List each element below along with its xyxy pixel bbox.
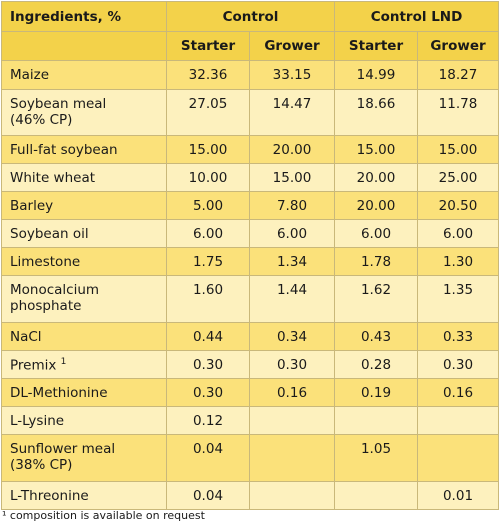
ingredient-name: Limestone bbox=[1, 247, 167, 276]
table-row: Soybean oil 6.00 6.00 6.00 6.00 bbox=[1, 219, 499, 248]
ingredient-name: L-Lysine bbox=[1, 406, 167, 435]
ingredient-name: Monocalcium phosphate bbox=[1, 275, 167, 323]
table-row: L-Lysine 0.12 bbox=[1, 406, 499, 435]
value-cell: 18.66 bbox=[334, 89, 418, 136]
subheader-row: Starter Grower Starter Grower bbox=[1, 31, 499, 61]
table-row: White wheat 10.00 15.00 20.00 25.00 bbox=[1, 163, 499, 192]
table-row: Limestone 1.75 1.34 1.78 1.30 bbox=[1, 247, 499, 276]
lnd-starter-header: Starter bbox=[334, 31, 418, 61]
value-cell: 1.30 bbox=[417, 247, 499, 276]
control-lnd-header: Control LND bbox=[334, 1, 499, 32]
value-cell bbox=[249, 406, 335, 435]
value-cell: 15.00 bbox=[249, 163, 335, 192]
value-cell: 1.62 bbox=[334, 275, 418, 323]
value-cell: 0.16 bbox=[249, 378, 335, 407]
control-grower-header: Grower bbox=[249, 31, 335, 61]
value-cell: 14.47 bbox=[249, 89, 335, 136]
lnd-grower-header: Grower bbox=[417, 31, 499, 61]
table-body: Maize 32.36 33.15 14.99 18.27 Soybean meal (46… bbox=[1, 60, 499, 510]
value-cell bbox=[334, 406, 418, 435]
control-starter-header: Starter bbox=[166, 31, 250, 61]
ingredient-name: NaCl bbox=[1, 322, 167, 351]
value-cell: 1.75 bbox=[166, 247, 250, 276]
value-cell: 0.04 bbox=[166, 481, 250, 510]
table-row: Barley 5.00 7.80 20.00 20.50 bbox=[1, 191, 499, 220]
value-cell: 0.12 bbox=[166, 406, 250, 435]
ingredient-name: Full-fat soybean bbox=[1, 135, 167, 164]
value-cell: 18.27 bbox=[417, 60, 499, 90]
value-cell: 32.36 bbox=[166, 60, 250, 90]
value-cell: 0.43 bbox=[334, 322, 418, 351]
header-row: Ingredients, % Control Control LND bbox=[1, 1, 499, 32]
value-cell: 1.35 bbox=[417, 275, 499, 323]
value-cell: 5.00 bbox=[166, 191, 250, 220]
value-cell bbox=[417, 406, 499, 435]
value-cell bbox=[249, 434, 335, 482]
value-cell: 0.28 bbox=[334, 350, 418, 379]
value-cell: 1.05 bbox=[334, 434, 418, 482]
value-cell: 15.00 bbox=[417, 135, 499, 164]
ingredient-name: L-Threonine bbox=[1, 481, 167, 510]
value-cell: 1.60 bbox=[166, 275, 250, 323]
value-cell: 11.78 bbox=[417, 89, 499, 136]
value-cell bbox=[417, 434, 499, 482]
value-cell: 6.00 bbox=[334, 219, 418, 248]
ingredient-name: White wheat bbox=[1, 163, 167, 192]
ingredients-table: Ingredients, % Control Control LND Start… bbox=[1, 1, 499, 510]
footnote: ¹ composition is available on request bbox=[2, 509, 205, 522]
ingredients-header: Ingredients, % bbox=[1, 1, 167, 32]
control-header: Control bbox=[166, 1, 335, 32]
value-cell: 33.15 bbox=[249, 60, 335, 90]
value-cell: 0.04 bbox=[166, 434, 250, 482]
value-cell: 0.33 bbox=[417, 322, 499, 351]
empty-header-cell bbox=[1, 31, 167, 61]
footnote-marker: 1 bbox=[60, 357, 67, 367]
ingredient-name: Soybean oil bbox=[1, 219, 167, 248]
value-cell bbox=[249, 481, 335, 510]
value-cell: 0.30 bbox=[417, 350, 499, 379]
ingredient-name: Maize bbox=[1, 60, 167, 90]
value-cell: 0.30 bbox=[249, 350, 335, 379]
value-cell: 6.00 bbox=[166, 219, 250, 248]
table-row: L-Threonine 0.04 0.01 bbox=[1, 481, 499, 510]
value-cell: 15.00 bbox=[334, 135, 418, 164]
value-cell: 25.00 bbox=[417, 163, 499, 192]
ingredient-name: DL-Methionine bbox=[1, 378, 167, 407]
value-cell: 27.05 bbox=[166, 89, 250, 136]
value-cell: 20.50 bbox=[417, 191, 499, 220]
table-row: DL-Methionine 0.30 0.16 0.19 0.16 bbox=[1, 378, 499, 407]
value-cell: 1.44 bbox=[249, 275, 335, 323]
table-row: Premix 1 0.30 0.30 0.28 0.30 bbox=[1, 350, 499, 379]
value-cell: 0.44 bbox=[166, 322, 250, 351]
value-cell: 14.99 bbox=[334, 60, 418, 90]
value-cell: 1.34 bbox=[249, 247, 335, 276]
value-cell: 20.00 bbox=[249, 135, 335, 164]
table-row: Sunflower meal (38% CP) 0.04 1.05 bbox=[1, 434, 499, 482]
value-cell: 10.00 bbox=[166, 163, 250, 192]
value-cell: 0.16 bbox=[417, 378, 499, 407]
value-cell: 20.00 bbox=[334, 163, 418, 192]
value-cell: 0.01 bbox=[417, 481, 499, 510]
value-cell: 6.00 bbox=[249, 219, 335, 248]
value-cell: 20.00 bbox=[334, 191, 418, 220]
ingredient-name: Barley bbox=[1, 191, 167, 220]
table-row: Monocalcium phosphate 1.60 1.44 1.62 1.35 bbox=[1, 275, 499, 323]
ingredient-name: Premix 1 bbox=[1, 350, 167, 379]
value-cell: 0.34 bbox=[249, 322, 335, 351]
value-cell: 6.00 bbox=[417, 219, 499, 248]
table-row: Soybean meal (46% CP) 27.05 14.47 18.66 11.78 bbox=[1, 89, 499, 136]
value-cell: 15.00 bbox=[166, 135, 250, 164]
ingredient-name: Sunflower meal (38% CP) bbox=[1, 434, 167, 482]
ingredient-name: Soybean meal (46% CP) bbox=[1, 89, 167, 136]
value-cell: 7.80 bbox=[249, 191, 335, 220]
table-row: Full-fat soybean 15.00 20.00 15.00 15.00 bbox=[1, 135, 499, 164]
value-cell: 0.30 bbox=[166, 378, 250, 407]
value-cell: 0.30 bbox=[166, 350, 250, 379]
value-cell: 1.78 bbox=[334, 247, 418, 276]
value-cell bbox=[334, 481, 418, 510]
table-row: Maize 32.36 33.15 14.99 18.27 bbox=[1, 60, 499, 90]
value-cell: 0.19 bbox=[334, 378, 418, 407]
table-row: NaCl 0.44 0.34 0.43 0.33 bbox=[1, 322, 499, 351]
